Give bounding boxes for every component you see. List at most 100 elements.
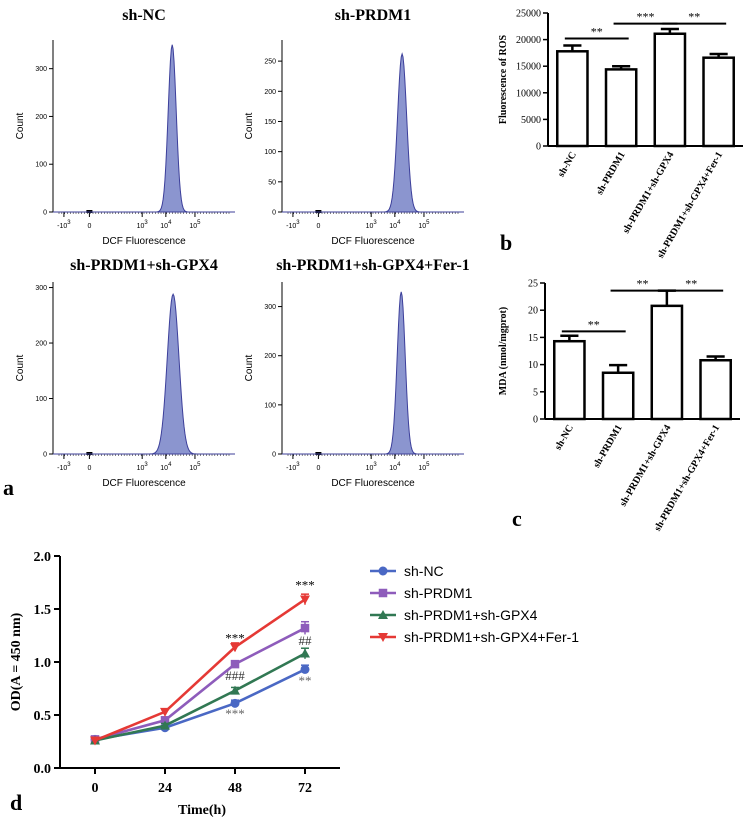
flow-histogram-peak [53, 44, 235, 213]
series-point [90, 736, 100, 746]
series-point [300, 664, 310, 674]
series-line [94, 626, 306, 741]
flow-x-tick-label: 103 [366, 220, 378, 230]
significance-label: ** [637, 277, 649, 291]
flow-panel-3: sh-PRDM1+sh-GPX4+Fer-1 0 100 200 300 -103 0 103… [244, 257, 470, 489]
flow-x-tick-label: 103 [366, 462, 378, 472]
flow-x-tick-label: 104 [389, 220, 401, 230]
significance-annotation: ** [299, 673, 312, 688]
series-point [230, 659, 240, 669]
legend-label: sh-PRDM1+sh-GPX4+Fer-1 [404, 629, 579, 645]
legend-marker [378, 633, 388, 642]
flow-y-tick-label: 100 [35, 162, 47, 169]
bar-0 [553, 339, 586, 421]
panel-letter-b: b [500, 230, 512, 255]
flow-panel-title: sh-PRDM1+sh-GPX4 [70, 257, 218, 274]
legend-label: sh-PRDM1 [404, 585, 473, 601]
flow-panel-1: sh-PRDM1 0 50 100 150 200 250 -103 0 103 104 105DCF… [244, 7, 464, 247]
flow-x-tick-label: 104 [160, 220, 172, 230]
bar-y-tick-label: 5000 [521, 115, 541, 126]
significance-annotation: ### [225, 668, 245, 683]
line-y-tick-label: 0.5 [34, 709, 52, 724]
series-point [230, 643, 240, 653]
flow-x-tick-label: -103 [286, 220, 300, 230]
flow-x-tick-label: 105 [189, 462, 201, 472]
flow-x-tick-label: 105 [418, 220, 430, 230]
significance-label: ** [688, 10, 700, 24]
flow-x-tick-label: 105 [189, 220, 201, 230]
bar-3 [702, 56, 735, 148]
flow-y-tick-label: 0 [272, 210, 276, 217]
flow-y-axis-label: Count [244, 354, 255, 381]
flow-x-tick-label: 103 [137, 220, 149, 230]
proliferation-line-chart: 0.0 0.5 1.0 1.5 2.0 0 24 48 72 Time(h) OD(A = 450 … [9, 550, 579, 818]
flow-y-tick-label: 300 [264, 304, 276, 311]
flow-x-tick-label: -103 [57, 220, 71, 230]
flow-panel-2: sh-PRDM1+sh-GPX4 0 100 200 300 -103 0 103 104 105… [15, 257, 235, 489]
bar-y-tick-label: 25 [528, 279, 538, 290]
flow-x-tick-label: 0 [87, 465, 91, 472]
bar-y-axis-label: MDA (nmol/mgprot) [498, 307, 509, 395]
flow-x-tick-label: -103 [286, 462, 300, 472]
flow-x-tick-label: 104 [389, 462, 401, 472]
flow-x-tick-label: 0 [87, 223, 91, 230]
bar-y-tick-label: 5 [533, 387, 538, 398]
line-x-tick-label: 0 [92, 781, 99, 796]
line-x-tick-label: 24 [158, 781, 172, 796]
flow-x-tick-label: 103 [137, 462, 149, 472]
flow-y-axis-label: Count [15, 354, 26, 381]
bar-y-axis-label: Fluorescence of ROS [498, 34, 509, 124]
series-point [300, 595, 310, 605]
flow-x-tick-label: 0 [316, 465, 320, 472]
line-x-tick-label: 72 [298, 781, 312, 796]
flow-y-tick-label: 300 [35, 285, 47, 292]
series-line [94, 652, 306, 742]
flow-x-tick-label: 105 [418, 462, 430, 472]
bar-3 [699, 358, 732, 421]
significance-label: ** [685, 277, 697, 291]
flow-histogram-peak [282, 291, 464, 455]
series-point [230, 685, 240, 695]
significance-label: ** [591, 25, 603, 39]
flow-panel-title: sh-PRDM1+sh-GPX4+Fer-1 [276, 257, 470, 274]
flow-x-axis-label: DCF Fluorescence [102, 478, 186, 489]
flow-x-axis-label: DCF Fluorescence [331, 236, 415, 247]
bar-y-tick-label: 15 [528, 333, 538, 344]
line-legend: sh-NC sh-PRDM1 sh-PRDM1+sh-GPX4 sh-PRDM1+sh… [370, 563, 579, 645]
bar-y-tick-label: 0 [536, 142, 541, 153]
flow-y-tick-label: 200 [264, 89, 276, 96]
bar-y-tick-label: 0 [533, 415, 538, 426]
line-x-tick-label: 48 [228, 781, 242, 796]
panel-letter-c: c [512, 506, 522, 531]
bar-2 [653, 32, 687, 148]
flow-x-axis-label: DCF Fluorescence [331, 478, 415, 489]
flow-histogram-peak [282, 52, 464, 213]
series-point [160, 716, 170, 725]
bar-y-tick-label: 20 [528, 306, 538, 317]
flow-histogram-peak [53, 293, 235, 455]
flow-y-tick-label: 250 [264, 59, 276, 66]
series-point [160, 720, 170, 730]
legend-marker [378, 588, 388, 598]
legend-label: sh-NC [404, 563, 444, 579]
flow-y-tick-label: 0 [43, 210, 47, 217]
series-line [94, 598, 306, 742]
flow-y-tick-label: 200 [35, 341, 47, 348]
flow-x-tick-label: 0 [316, 223, 320, 230]
bar-y-tick-label: 15000 [516, 62, 541, 73]
flow-y-tick-label: 50 [268, 179, 276, 186]
panel-letter-a: a [3, 475, 14, 500]
bar-2 [650, 304, 684, 421]
panel-letter-d: d [10, 790, 22, 815]
significance-annotation: *** [225, 706, 245, 721]
line-y-tick-label: 1.0 [34, 656, 52, 671]
flow-panel-title: sh-PRDM1 [335, 7, 411, 24]
series-point [300, 623, 310, 633]
flow-x-axis-label: DCF Fluorescence [102, 236, 186, 247]
bar-y-tick-label: 10 [528, 360, 538, 371]
line-y-tick-label: 0.0 [34, 762, 52, 777]
bar-0 [556, 50, 589, 148]
